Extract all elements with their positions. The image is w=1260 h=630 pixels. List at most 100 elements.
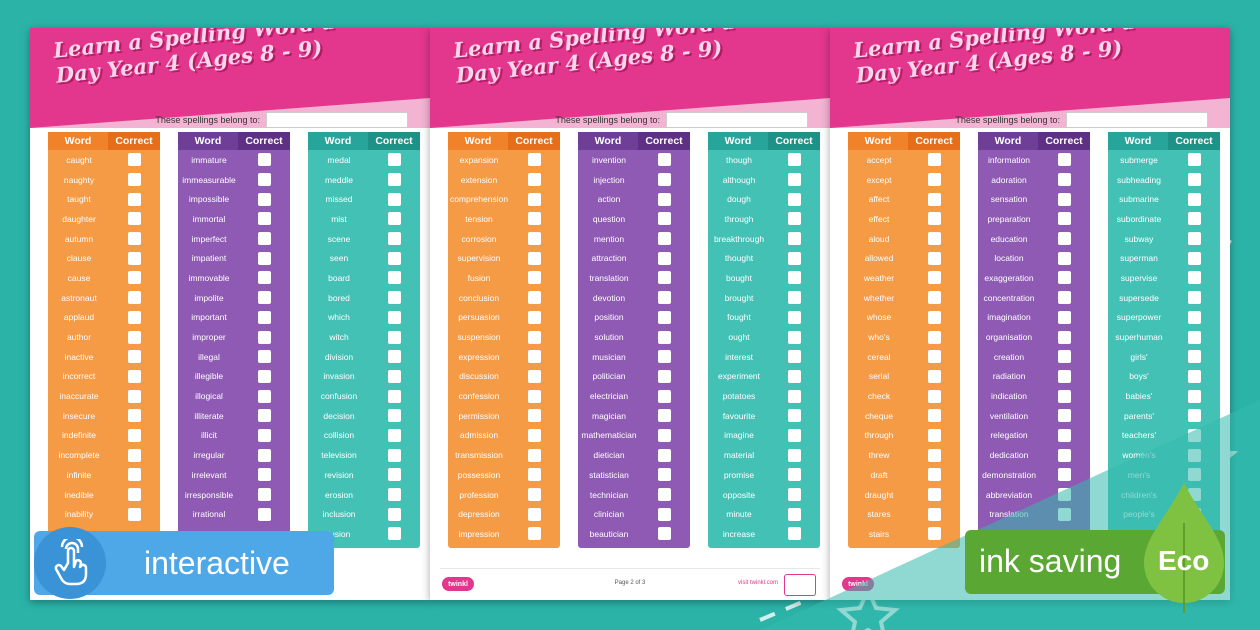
correct-checkbox[interactable]	[658, 350, 671, 364]
correct-checkbox[interactable]	[1058, 428, 1071, 442]
correct-checkbox[interactable]	[128, 389, 141, 403]
correct-checkbox[interactable]	[1058, 232, 1071, 246]
correct-checkbox[interactable]	[1058, 271, 1071, 285]
correct-checkbox[interactable]	[528, 192, 541, 206]
name-input[interactable]	[1066, 112, 1208, 128]
correct-checkbox[interactable]	[388, 330, 401, 344]
correct-checkbox[interactable]	[128, 153, 141, 167]
correct-checkbox[interactable]	[388, 488, 401, 502]
correct-checkbox[interactable]	[128, 271, 141, 285]
correct-checkbox[interactable]	[258, 251, 271, 265]
correct-checkbox[interactable]	[928, 369, 941, 383]
correct-checkbox[interactable]	[658, 212, 671, 226]
correct-checkbox[interactable]	[258, 232, 271, 246]
correct-checkbox[interactable]	[388, 389, 401, 403]
correct-checkbox[interactable]	[788, 251, 801, 265]
correct-checkbox[interactable]	[388, 251, 401, 265]
correct-checkbox[interactable]	[1188, 173, 1201, 187]
correct-checkbox[interactable]	[528, 310, 541, 324]
correct-checkbox[interactable]	[388, 232, 401, 246]
correct-checkbox[interactable]	[658, 409, 671, 423]
correct-checkbox[interactable]	[658, 428, 671, 442]
correct-checkbox[interactable]	[928, 409, 941, 423]
correct-checkbox[interactable]	[928, 271, 941, 285]
correct-checkbox[interactable]	[528, 251, 541, 265]
correct-checkbox[interactable]	[658, 173, 671, 187]
correct-checkbox[interactable]	[1188, 310, 1201, 324]
correct-checkbox[interactable]	[258, 488, 271, 502]
correct-checkbox[interactable]	[258, 173, 271, 187]
correct-checkbox[interactable]	[258, 369, 271, 383]
correct-checkbox[interactable]	[1188, 153, 1201, 167]
correct-checkbox[interactable]	[1058, 153, 1071, 167]
correct-checkbox[interactable]	[1188, 212, 1201, 226]
correct-checkbox[interactable]	[1188, 369, 1201, 383]
correct-checkbox[interactable]	[658, 448, 671, 462]
correct-checkbox[interactable]	[388, 271, 401, 285]
correct-checkbox[interactable]	[788, 468, 801, 482]
correct-checkbox[interactable]	[658, 507, 671, 521]
correct-checkbox[interactable]	[658, 369, 671, 383]
correct-checkbox[interactable]	[528, 330, 541, 344]
correct-checkbox[interactable]	[1058, 350, 1071, 364]
correct-checkbox[interactable]	[128, 192, 141, 206]
correct-checkbox[interactable]	[1188, 232, 1201, 246]
correct-checkbox[interactable]	[928, 310, 941, 324]
correct-checkbox[interactable]	[1058, 310, 1071, 324]
correct-checkbox[interactable]	[258, 310, 271, 324]
correct-checkbox[interactable]	[128, 212, 141, 226]
correct-checkbox[interactable]	[128, 173, 141, 187]
correct-checkbox[interactable]	[1058, 330, 1071, 344]
correct-checkbox[interactable]	[388, 468, 401, 482]
correct-checkbox[interactable]	[928, 507, 941, 521]
correct-checkbox[interactable]	[528, 173, 541, 187]
correct-checkbox[interactable]	[788, 291, 801, 305]
correct-checkbox[interactable]	[528, 488, 541, 502]
correct-checkbox[interactable]	[528, 527, 541, 541]
correct-checkbox[interactable]	[258, 468, 271, 482]
correct-checkbox[interactable]	[788, 310, 801, 324]
correct-checkbox[interactable]	[258, 507, 271, 521]
correct-checkbox[interactable]	[928, 350, 941, 364]
correct-checkbox[interactable]	[928, 192, 941, 206]
correct-checkbox[interactable]	[788, 507, 801, 521]
correct-checkbox[interactable]	[128, 232, 141, 246]
correct-checkbox[interactable]	[928, 173, 941, 187]
correct-checkbox[interactable]	[788, 527, 801, 541]
correct-checkbox[interactable]	[928, 330, 941, 344]
correct-checkbox[interactable]	[788, 212, 801, 226]
correct-checkbox[interactable]	[528, 350, 541, 364]
correct-checkbox[interactable]	[1058, 291, 1071, 305]
correct-checkbox[interactable]	[658, 192, 671, 206]
correct-checkbox[interactable]	[658, 271, 671, 285]
correct-checkbox[interactable]	[528, 153, 541, 167]
correct-checkbox[interactable]	[1058, 448, 1071, 462]
correct-checkbox[interactable]	[528, 232, 541, 246]
correct-checkbox[interactable]	[1188, 271, 1201, 285]
correct-checkbox[interactable]	[1058, 389, 1071, 403]
correct-checkbox[interactable]	[928, 212, 941, 226]
correct-checkbox[interactable]	[1058, 251, 1071, 265]
correct-checkbox[interactable]	[388, 369, 401, 383]
correct-checkbox[interactable]	[388, 507, 401, 521]
correct-checkbox[interactable]	[788, 271, 801, 285]
correct-checkbox[interactable]	[128, 350, 141, 364]
correct-checkbox[interactable]	[128, 310, 141, 324]
correct-checkbox[interactable]	[528, 271, 541, 285]
correct-checkbox[interactable]	[928, 291, 941, 305]
name-input[interactable]	[266, 112, 408, 128]
correct-checkbox[interactable]	[928, 488, 941, 502]
correct-checkbox[interactable]	[258, 192, 271, 206]
correct-checkbox[interactable]	[928, 251, 941, 265]
correct-checkbox[interactable]	[658, 310, 671, 324]
correct-checkbox[interactable]	[258, 428, 271, 442]
correct-checkbox[interactable]	[928, 389, 941, 403]
correct-checkbox[interactable]	[258, 389, 271, 403]
correct-checkbox[interactable]	[528, 389, 541, 403]
correct-checkbox[interactable]	[388, 448, 401, 462]
correct-checkbox[interactable]	[528, 448, 541, 462]
correct-checkbox[interactable]	[128, 251, 141, 265]
correct-checkbox[interactable]	[128, 330, 141, 344]
interactive-badge[interactable]: interactive	[34, 527, 334, 599]
correct-checkbox[interactable]	[788, 350, 801, 364]
